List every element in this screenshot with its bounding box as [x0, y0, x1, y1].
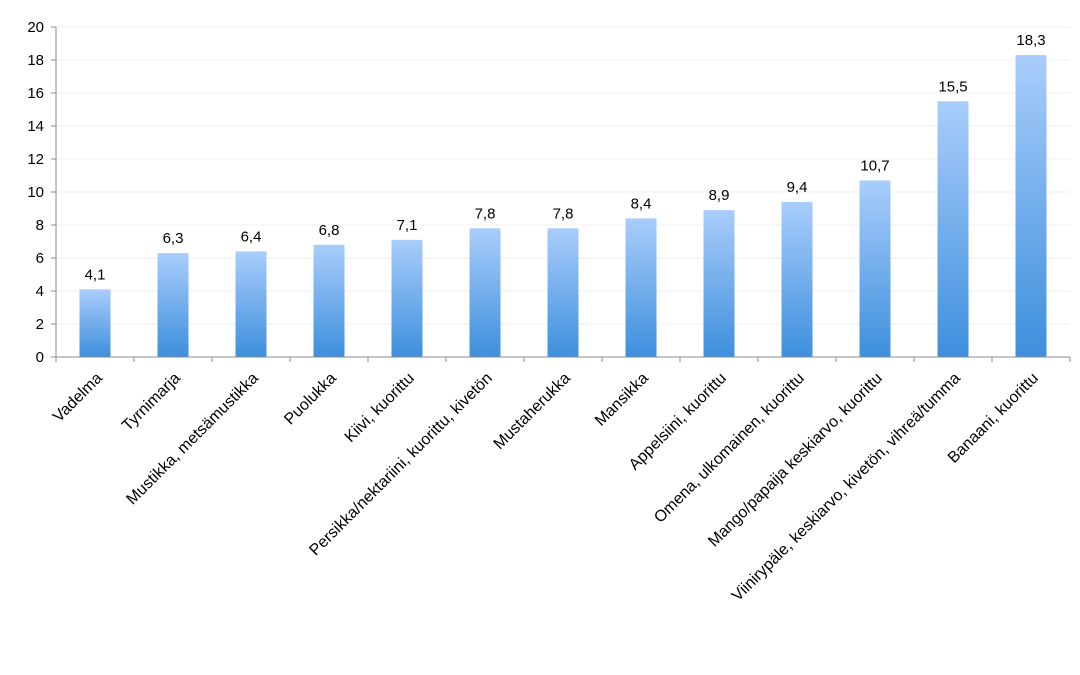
bar [937, 101, 969, 357]
x-tick-label: Mango/papaija keskiarvo, kuorittu [705, 370, 886, 551]
x-tick-label: Vadelma [50, 370, 106, 426]
bar [547, 228, 579, 357]
x-tick-label: Mustikka, metsämustikka [123, 370, 261, 508]
gridlines [56, 26, 1070, 325]
bar [1015, 55, 1047, 358]
y-tick-label: 18 [27, 52, 44, 69]
y-tick-label: 10 [27, 184, 44, 201]
y-tick-label: 0 [36, 349, 44, 366]
y-tick-label: 8 [36, 217, 44, 234]
data-label: 7,1 [397, 217, 418, 234]
y-tick-label: 6 [36, 250, 44, 267]
data-label: 8,4 [631, 195, 652, 212]
data-label: 4,1 [85, 266, 106, 283]
bars [79, 55, 1047, 358]
data-label: 8,9 [709, 187, 730, 204]
bar [313, 244, 345, 357]
y-tick-label: 16 [27, 85, 44, 102]
bar [781, 201, 813, 357]
y-tick-label: 14 [27, 118, 44, 135]
bar [469, 228, 501, 357]
x-tick-label: Mansikka [592, 370, 652, 430]
bar [79, 289, 111, 357]
y-tick-label: 20 [27, 19, 44, 36]
data-label: 10,7 [860, 157, 889, 174]
bar [391, 239, 423, 357]
data-label: 6,8 [319, 222, 340, 239]
x-tick-label: Tyrnimarja [119, 370, 184, 435]
data-label: 15,5 [938, 78, 967, 95]
data-label: 18,3 [1016, 32, 1045, 49]
x-tick-label: Omena, ulkomainen, kuorittu [651, 370, 808, 527]
x-tick-label: Kiivi, kuorittu [342, 370, 418, 446]
data-label: 7,8 [553, 205, 574, 222]
data-label: 9,4 [787, 179, 808, 196]
data-label: 7,8 [475, 205, 496, 222]
axes [51, 26, 1071, 362]
x-tick-label: Puolukka [281, 370, 340, 429]
x-tick-label: Mustaherukka [491, 370, 574, 453]
bar [235, 251, 267, 357]
y-tick-label: 4 [36, 283, 44, 300]
bar [625, 218, 657, 357]
data-label: 6,3 [163, 230, 184, 247]
data-label: 6,4 [241, 228, 262, 245]
y-tick-label: 2 [36, 316, 44, 333]
bar [157, 253, 189, 357]
bar [859, 180, 891, 357]
y-tick-label: 12 [27, 151, 44, 168]
bar [703, 210, 735, 357]
